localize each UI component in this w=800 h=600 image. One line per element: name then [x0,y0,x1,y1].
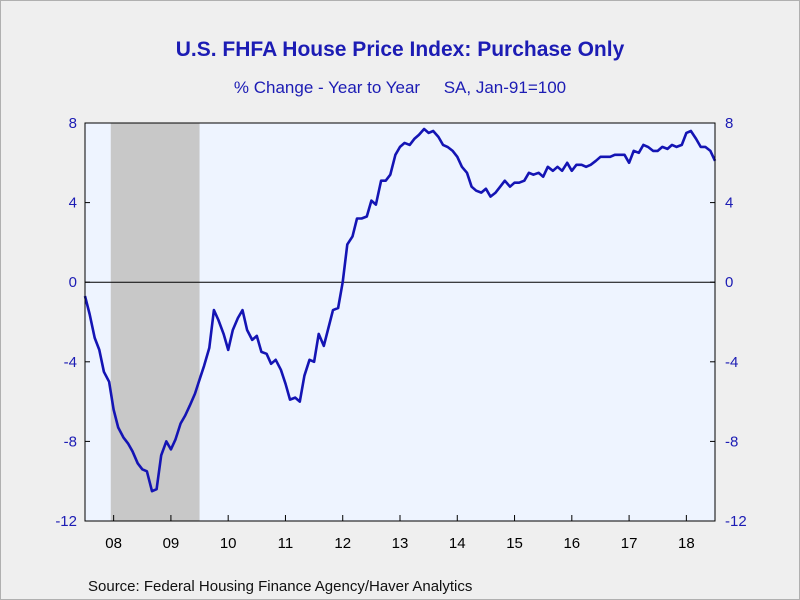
x-tick-label: 13 [392,535,409,552]
y-tick-label-left: 8 [69,115,77,132]
chart-title: U.S. FHFA House Price Index: Purchase On… [175,38,625,61]
x-tick-label: 12 [334,535,351,552]
y-tick-label-right: 4 [725,195,733,212]
x-tick-label: 09 [163,535,180,552]
x-tick-label: 16 [563,535,580,552]
x-tick-label: 18 [678,535,695,552]
plot-border [84,122,716,522]
y-tick-label-left: -4 [64,354,77,371]
y-tick-label-left: 4 [69,195,77,212]
y-tick-label-left: -8 [64,433,77,450]
x-tick-label: 10 [220,535,237,552]
source-note: Source: Federal Housing Finance Agency/H… [88,578,473,595]
x-tick-label: 11 [278,535,294,552]
y-tick-label-right: -12 [725,513,747,530]
x-tick-label: 17 [621,535,638,552]
y-tick-label-right: 0 [725,274,733,291]
chart-subtitle: % Change - Year to Year SA, Jan-91=100 [233,78,567,97]
recession-band [110,123,200,521]
y-tick-label-left: -12 [55,513,77,530]
y-tick-label-right: 8 [725,115,733,132]
x-tick-label: 15 [506,535,523,552]
y-tick-label-right: -8 [725,433,738,450]
y-tick-label-right: -4 [725,354,738,371]
series-line [83,127,717,493]
y-tick-label-left: 0 [69,274,77,291]
x-tick-label: 08 [105,535,122,552]
x-tick-label: 14 [449,535,466,552]
